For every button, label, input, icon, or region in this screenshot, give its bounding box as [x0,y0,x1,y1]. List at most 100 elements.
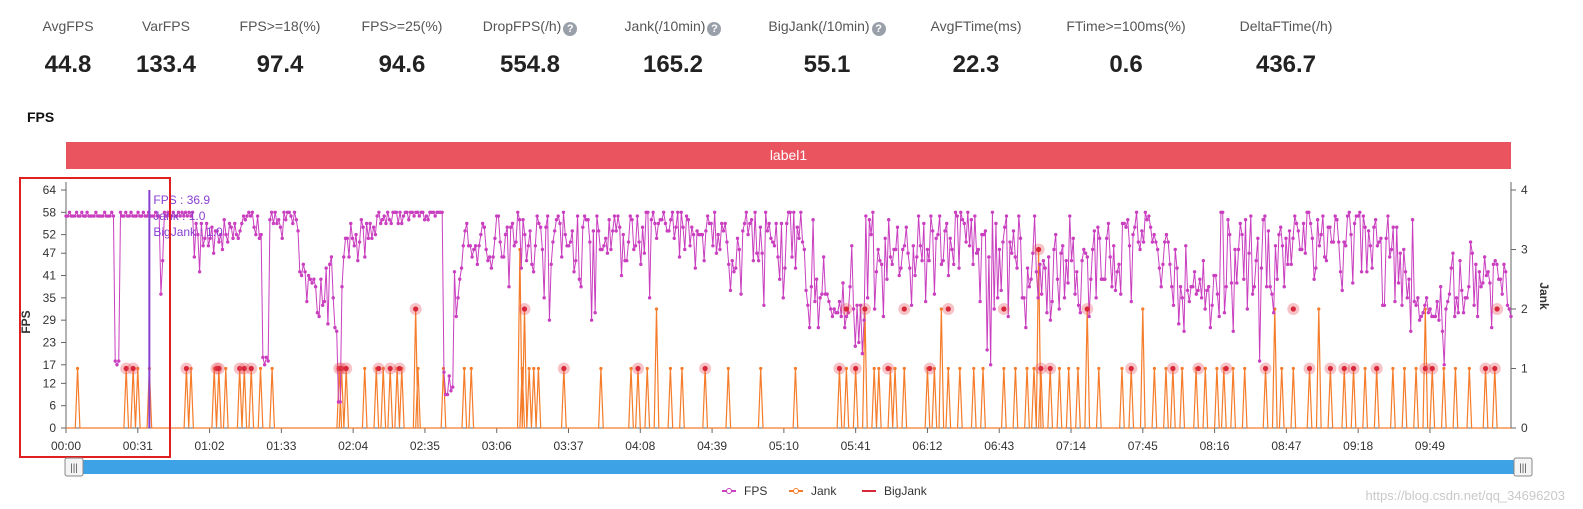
fps-point [781,296,785,300]
fps-point [876,247,880,252]
fps-point [885,277,889,281]
y-left-tick-label: 41 [43,269,57,283]
y-left-tick-label: 17 [43,358,57,372]
zoom-slider-track[interactable] [66,460,1531,474]
fps-point [964,240,968,244]
fps-point [206,244,211,248]
fps-point [301,262,306,267]
fps-point [1141,240,1146,244]
help-icon[interactable]: ? [871,22,886,36]
fps-point [955,214,959,218]
fps-point [459,266,464,270]
fps-point [247,210,251,215]
fps-point [1347,210,1351,215]
fps-point [1484,273,1489,278]
help-icon[interactable]: ? [707,22,722,36]
fps-point [129,210,133,215]
fps-point [1164,232,1169,237]
bigjank-marker [1350,365,1357,372]
jank-point [902,366,906,371]
fps-point [1055,277,1060,281]
fps-point [264,355,269,360]
zoom-slider-grip: ||| [1519,463,1527,474]
fps-point [526,244,531,248]
fps-point [612,214,617,218]
fps-point [375,214,379,218]
fps-point [470,255,474,259]
fps-point [1322,255,1327,259]
jank-point [258,366,263,371]
y-right-tick-label: 2 [1521,302,1528,316]
fps-point [115,363,119,367]
fps-point [1416,296,1420,300]
fps-point [127,214,131,218]
fps-point [329,255,334,259]
jank-point [932,366,936,371]
metric-label-text: DropFPS(/h) [482,18,562,34]
fps-point [1129,299,1133,304]
fps-point [1119,292,1123,296]
fps-point [927,258,931,263]
fps-point [867,218,872,222]
fps-point [220,247,225,252]
fps-point [1231,329,1235,334]
fps-point [850,244,854,248]
fps-point [523,232,527,237]
fps-point [271,221,276,226]
fps-point [1238,221,1242,226]
fps-point [825,292,829,296]
fps-point [897,273,901,278]
bigjank-marker [216,365,222,372]
fps-point [496,214,501,218]
jank-point [759,366,763,371]
fps-point [890,262,894,267]
fps-point [642,251,647,255]
x-tick-label: 05:10 [769,439,799,453]
jank-point [469,366,473,371]
fps-point [510,221,515,226]
fps-point [352,244,356,248]
fps-point [1259,266,1264,270]
fps-point [603,236,608,241]
fps-point [635,214,640,218]
fps-point [575,214,580,218]
fps-point [1409,329,1413,334]
fps-point [350,236,355,241]
fps-point [331,296,335,300]
x-tick-label: 08:16 [1200,439,1230,453]
label-band[interactable]: label1 [66,142,1511,169]
chart-title: FPS [27,109,55,125]
metric-ftime-100ms: FTime>=100ms(%) 0.6 [1051,16,1201,80]
fps-point [1205,288,1209,293]
fps-point [203,236,207,241]
fps-point [1090,247,1095,252]
fps-point [1041,258,1046,263]
fps-point [1435,299,1439,304]
fps-point [141,210,146,215]
fps-point [1001,240,1005,244]
fps-point [410,210,415,215]
fps-point [1080,258,1084,263]
fps-point [1192,270,1197,274]
fps-point [277,218,281,222]
fps-point [746,232,750,237]
help-icon[interactable]: ? [563,22,578,36]
fps-point [226,240,230,244]
zoom-slider-handle[interactable] [64,457,84,477]
fps-point [111,214,116,218]
fps-point [1370,266,1374,270]
selection-box[interactable] [19,177,171,458]
fps-point [679,210,683,215]
metric-label: FTime>=100ms(%) [1051,16,1201,36]
fps-point [800,240,805,244]
fps-point [1386,214,1390,218]
fps-point [1143,210,1148,215]
fps-point [1048,318,1053,322]
fps-point [1061,244,1065,248]
bigjank-marker [702,365,708,372]
fps-point [1282,284,1286,289]
fps-point [1194,292,1199,296]
fps-point [1031,251,1035,255]
zoom-slider-handle[interactable] [1513,457,1533,477]
